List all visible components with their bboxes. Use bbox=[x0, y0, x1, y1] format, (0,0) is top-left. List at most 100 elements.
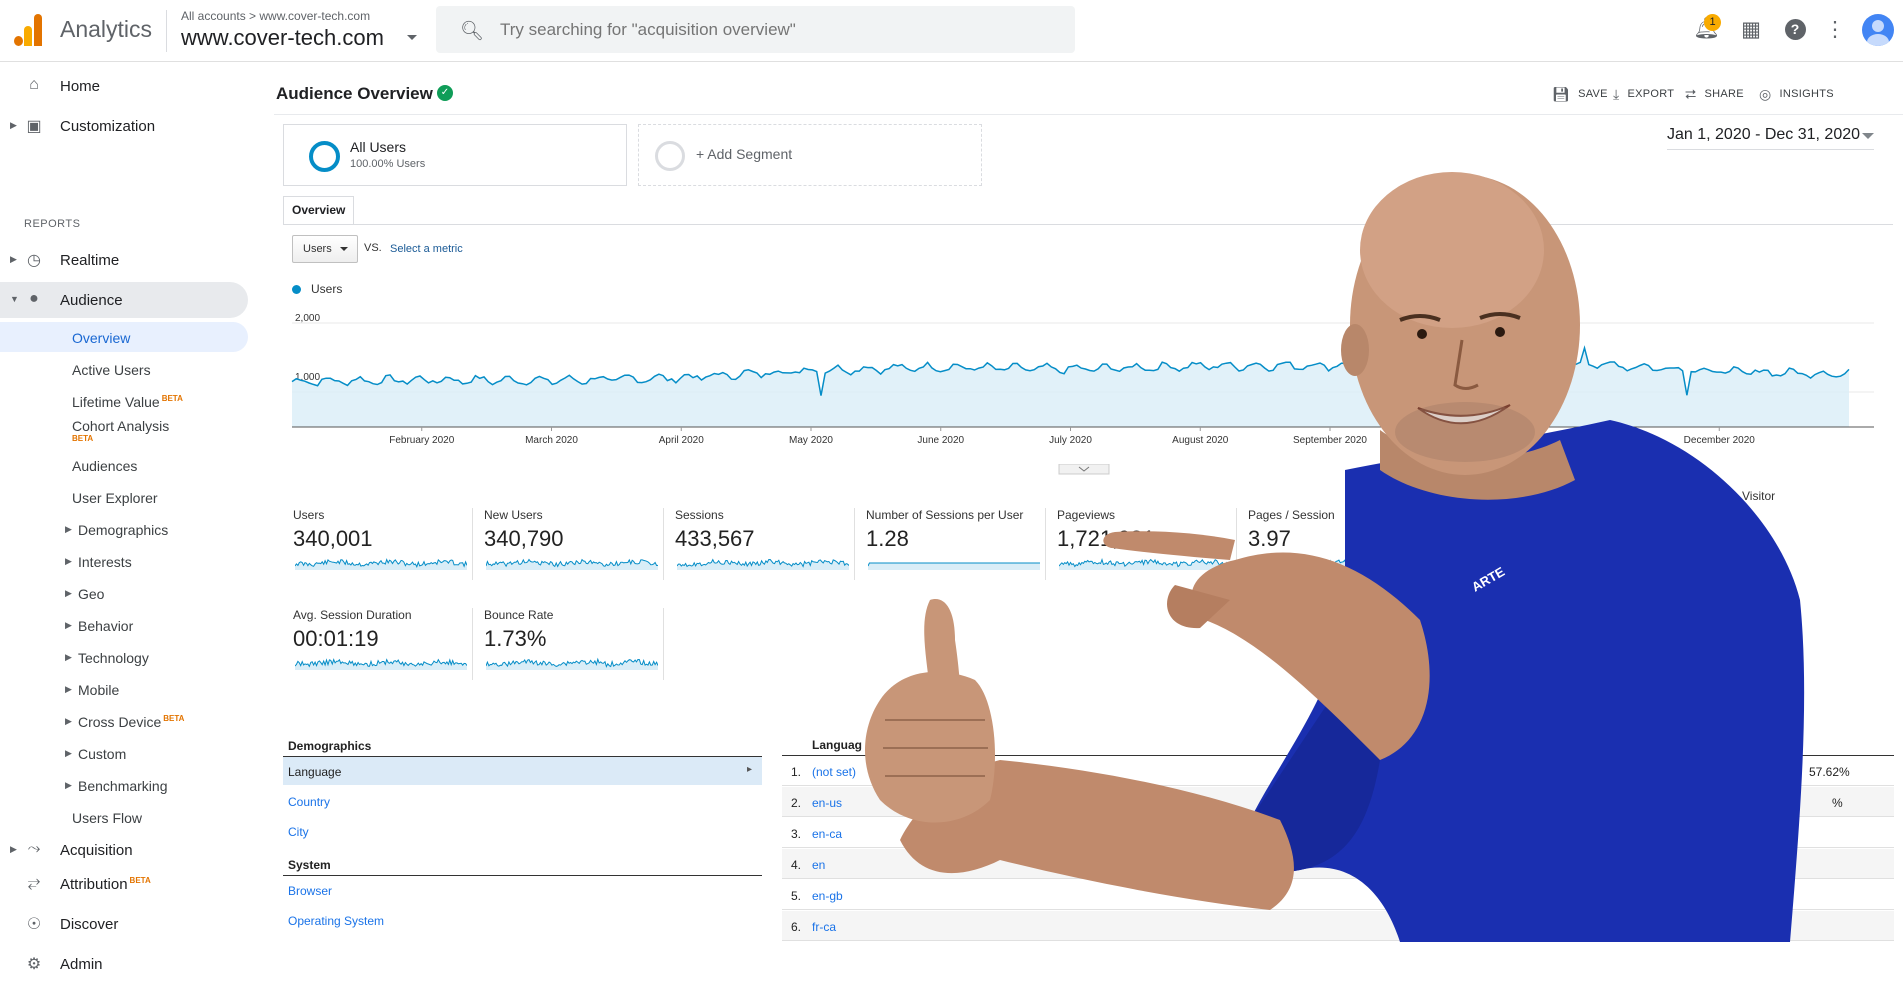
divider bbox=[472, 608, 473, 680]
sidebar-item-geo[interactable]: ▶ Geo bbox=[0, 578, 248, 608]
table-row[interactable]: 5. en-gb bbox=[782, 880, 1894, 910]
sidebar-item-behavior[interactable]: ▶ Behavior bbox=[0, 610, 248, 640]
granularity-hourly[interactable]: Hourly bbox=[1402, 236, 1442, 264]
report-main: Audience Overview ✓ 💾︎ SAVE ⤓ EXPORT ⮂ SHAR… bbox=[274, 62, 1903, 942]
sidebar-item-audience[interactable]: ▼ ● Audience bbox=[0, 282, 248, 318]
sidebar-item-active-users[interactable]: Active Users bbox=[0, 354, 248, 384]
share-button[interactable]: ⮂ SHARE bbox=[1685, 86, 1744, 103]
select-metric-link[interactable]: Select a metric bbox=[390, 243, 463, 255]
sidebar-item-overview[interactable]: Overview bbox=[0, 322, 248, 352]
kpi-sessions[interactable]: Sessions 433,567 bbox=[675, 508, 855, 580]
row-value-link[interactable]: fr-ca bbox=[812, 920, 836, 934]
chart-resize-handle[interactable] bbox=[1058, 464, 1110, 476]
kpi-label: Pages / Session bbox=[1248, 508, 1335, 522]
kpi-bounce-rate[interactable]: Bounce Rate 1.73% bbox=[484, 608, 664, 680]
sidebar-item-audiences[interactable]: Audiences bbox=[0, 450, 248, 480]
analytics-logo-icon[interactable] bbox=[14, 14, 44, 46]
sidebar-item-interests[interactable]: ▶ Interests bbox=[0, 546, 248, 576]
lightbulb-icon: ☉ bbox=[26, 916, 42, 933]
kpi-pages-per-session[interactable]: Pages / Session 3.97 bbox=[1248, 508, 1428, 580]
kpi-value: 1,721,931 bbox=[1057, 526, 1155, 551]
search-input[interactable] bbox=[500, 6, 1060, 53]
kpi-label: Bounce Rate bbox=[484, 608, 554, 622]
save-icon: 💾︎ bbox=[1552, 86, 1571, 102]
sidebar-item-admin[interactable]: ⚙ Admin bbox=[0, 946, 248, 982]
metric-select[interactable]: Users bbox=[292, 235, 358, 263]
account-breadcrumb[interactable]: All accounts > www.cover-tech.com bbox=[181, 9, 371, 23]
table-row[interactable]: 6. fr-ca bbox=[782, 911, 1894, 941]
sidebar-item-home[interactable]: ⌂ Home bbox=[0, 68, 248, 104]
sidebar-item-attribution[interactable]: ⥂ Attribution BETA bbox=[0, 866, 248, 902]
row-value-link[interactable]: en-us bbox=[812, 796, 843, 810]
kpi-label: Sessions bbox=[675, 508, 724, 522]
beta-badge: BETA bbox=[161, 394, 183, 404]
more-vert-icon[interactable]: ⋮ bbox=[1824, 18, 1846, 41]
avatar[interactable] bbox=[1862, 14, 1894, 46]
clock-icon: ◷ bbox=[27, 252, 41, 269]
sidebar-item-customization[interactable]: ▶ ▣ Customization bbox=[0, 108, 248, 144]
sidebar-item-lifetime-value[interactable]: Lifetime Value BETA bbox=[0, 386, 248, 416]
sidebar-item-demographics[interactable]: ▶ Demographics bbox=[0, 514, 248, 544]
granularity-month[interactable]: Month bbox=[1510, 236, 1552, 264]
kpi-sparkline bbox=[1250, 558, 1422, 570]
insights-icon: ◎ bbox=[1759, 86, 1772, 102]
kpi-pageviews[interactable]: Pageviews 1,721,931 bbox=[1057, 508, 1237, 580]
help-icon[interactable]: ? bbox=[1782, 16, 1808, 40]
row-value-link[interactable]: en bbox=[812, 858, 826, 872]
table-row[interactable]: 4. en bbox=[782, 849, 1894, 879]
export-label: EXPORT bbox=[1627, 88, 1675, 100]
row-index: 4. bbox=[791, 858, 802, 872]
search-box[interactable]: 🔍︎ bbox=[436, 6, 1075, 53]
kpi-sessions-per-user[interactable]: Number of Sessions per User 1.28 bbox=[866, 508, 1046, 580]
sidebar-item-mobile[interactable]: ▶ Mobile bbox=[0, 674, 248, 704]
users-line-chart[interactable]: 2,000 1,000 February 2020 March 2020 April… bbox=[274, 297, 1874, 457]
dimension-language[interactable]: Language bbox=[283, 757, 762, 785]
insights-button[interactable]: ◎ INSIGHTS bbox=[1759, 86, 1834, 103]
granularity-day[interactable]: Day bbox=[1441, 236, 1473, 264]
divider bbox=[274, 114, 1903, 115]
row-value-link[interactable]: en-ca bbox=[812, 827, 843, 841]
sidebar-item-cross-device[interactable]: ▶ Cross Device BETA bbox=[0, 706, 248, 736]
sidebar-item-custom[interactable]: ▶ Custom bbox=[0, 738, 248, 768]
granularity-week[interactable]: Week bbox=[1472, 236, 1511, 264]
sidebar-item-label: Technology bbox=[78, 650, 149, 666]
row-value-link[interactable]: (not set) bbox=[812, 765, 857, 779]
share-label: SHARE bbox=[1704, 88, 1744, 100]
dimension-city[interactable]: City bbox=[283, 817, 762, 845]
sidebar-item-cohort-analysis[interactable]: Cohort Analysis BETA bbox=[0, 414, 248, 450]
kpi-new-users[interactable]: New Users 340,790 bbox=[484, 508, 664, 580]
date-range-picker[interactable]: Jan 1, 2020 - Dec 31, 2020 bbox=[1667, 126, 1861, 143]
chevron-down-icon[interactable] bbox=[407, 35, 417, 40]
insights-label: INSIGHTS bbox=[1779, 88, 1834, 100]
property-selector[interactable]: www.cover-tech.com bbox=[181, 25, 384, 50]
sidebar-item-technology[interactable]: ▶ Technology bbox=[0, 642, 248, 672]
sidebar-item-realtime[interactable]: ▶ ◷ Realtime bbox=[0, 242, 248, 278]
sidebar-item-discover[interactable]: ☉ Discover bbox=[0, 906, 248, 942]
segment-name: All Users bbox=[350, 139, 407, 155]
sidebar-item-label: Cohort Analysis bbox=[72, 418, 170, 434]
table-row[interactable]: 3. en-ca bbox=[782, 818, 1894, 848]
sidebar-item-users-flow[interactable]: Users Flow bbox=[0, 802, 248, 832]
segment-all-users[interactable]: All Users 100.00% Users bbox=[283, 124, 627, 186]
kpi-users[interactable]: Users 340,001 bbox=[293, 508, 473, 580]
kpi-avg-session-duration[interactable]: Avg. Session Duration 00:01:19 bbox=[293, 608, 473, 680]
kpi-value: 00:01:19 bbox=[293, 626, 379, 651]
row-percent: 57.62% bbox=[1809, 765, 1850, 779]
sidebar-item-label: Custom bbox=[78, 746, 127, 762]
tab-overview[interactable]: Overview bbox=[283, 196, 355, 225]
apps-grid-icon[interactable]: ▦ bbox=[1741, 18, 1761, 41]
chevron-down-icon[interactable] bbox=[1862, 133, 1874, 139]
row-value-link[interactable]: en-gb bbox=[812, 889, 843, 903]
dimension-browser[interactable]: Browser bbox=[283, 876, 762, 904]
export-button[interactable]: ⤓ EXPORT bbox=[1613, 86, 1674, 103]
sidebar-item-user-explorer[interactable]: User Explorer bbox=[0, 482, 248, 512]
dimension-country[interactable]: Country bbox=[283, 787, 762, 815]
sidebar-item-acquisition[interactable]: ▶ ⤳ Acquisition bbox=[0, 832, 248, 868]
save-button[interactable]: 💾︎ SAVE bbox=[1552, 86, 1608, 103]
table-row[interactable]: 2. en-us% bbox=[782, 787, 1894, 817]
dimension-operating-system[interactable]: Operating System bbox=[283, 906, 762, 934]
sidebar-item-benchmarking[interactable]: ▶ Benchmarking bbox=[0, 770, 248, 800]
add-segment-button[interactable]: + Add Segment bbox=[638, 124, 982, 186]
table-row[interactable]: 1. (not set) 57.62% bbox=[782, 756, 1894, 786]
sidebar-item-label: Geo bbox=[78, 586, 105, 602]
